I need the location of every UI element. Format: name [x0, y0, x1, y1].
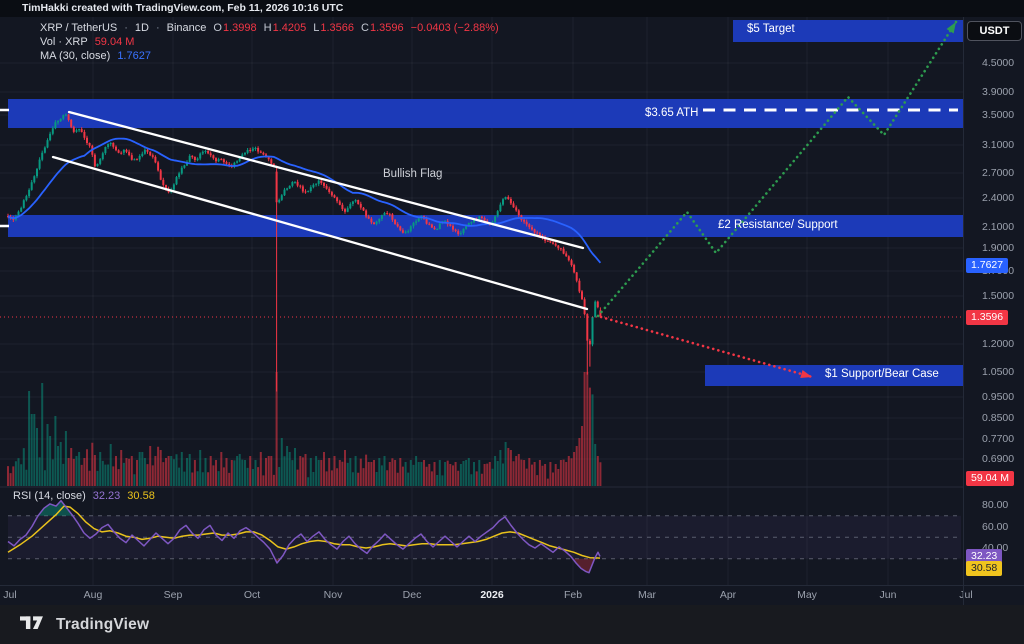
- time-tick: Nov: [323, 589, 343, 601]
- close-pair: C 1.3596: [361, 22, 404, 34]
- price-tick: 3.1000: [982, 139, 1015, 151]
- bullish-projection-line[interactable]: [596, 20, 960, 318]
- open-value: 1.3998: [222, 22, 257, 34]
- separator-dot: ·: [155, 22, 160, 34]
- watermark-header: TimHakki created with TradingView.com, F…: [0, 0, 1024, 17]
- symbol-name[interactable]: XRP / TetherUS: [40, 22, 118, 34]
- exchange-label[interactable]: Binance: [166, 22, 207, 34]
- price-value-label: 30.58: [966, 560, 1003, 576]
- low-value: 1.3566: [320, 22, 355, 34]
- price-tick: 80.00: [982, 499, 1009, 511]
- ma-row: MA (30, close) 1.7627: [40, 49, 499, 63]
- high-value: 1.4205: [272, 22, 307, 34]
- price-axis[interactable]: USDT 4.5000 3.9000 3.5000 3.1000 2.7000 2.400…: [963, 17, 1024, 605]
- target-box[interactable]: [733, 20, 963, 42]
- tradingview-logo[interactable]: [20, 615, 47, 634]
- header-title: TimHakki created with TradingView.com, F…: [22, 2, 344, 14]
- time-tick: Oct: [243, 589, 261, 601]
- time-tick: Jul: [3, 589, 17, 601]
- price-tick: 3.9000: [982, 86, 1015, 98]
- ath-band[interactable]: [8, 99, 963, 128]
- bear-box[interactable]: [705, 365, 963, 386]
- time-tick: Apr: [719, 589, 737, 601]
- channel-trendlines[interactable]: [51, 110, 589, 311]
- high-pair: H 1.4205: [263, 22, 307, 34]
- chart-svg: [0, 17, 963, 585]
- price-tick: 0.6900: [982, 453, 1015, 465]
- price-tick: 0.7700: [982, 433, 1015, 445]
- price-chart-canvas[interactable]: [0, 17, 963, 585]
- bearish-projection-line[interactable]: [599, 315, 814, 381]
- separator-dot: ·: [124, 22, 128, 34]
- price-tick: 1.9000: [982, 242, 1015, 254]
- price-tick: 1.0500: [982, 366, 1015, 378]
- price-tick: 1.5000: [982, 290, 1015, 302]
- rsi-overbought-fill: [38, 500, 73, 516]
- price-value-label: 1.7627: [966, 257, 1009, 273]
- interval-label[interactable]: 1D: [134, 22, 149, 34]
- ma-label[interactable]: MA (30, close): [40, 50, 111, 62]
- price-tick: 2.7000: [982, 167, 1015, 179]
- rsi-oversold-fill: [274, 558, 595, 573]
- rsi-value: 32.23: [92, 490, 121, 502]
- time-axis[interactable]: Jul Aug Sep Oct Nov Dec 2026 Feb Mar Apr May Jun Jul: [0, 585, 1024, 605]
- price-value-label: 32.23: [966, 548, 1003, 564]
- rsi-ma-line: [7, 505, 601, 559]
- close-value: 1.3596: [369, 22, 404, 34]
- resistance-band[interactable]: [8, 215, 963, 237]
- rsi-line: [7, 499, 601, 574]
- price-tick: 2.4000: [982, 192, 1015, 204]
- bullish-flag-label[interactable]: Bullish Flag: [383, 168, 443, 180]
- resistance-band-label[interactable]: £2 Resistance/ Support: [718, 219, 838, 231]
- ma-line: [7, 137, 602, 264]
- ath-band-label[interactable]: $3.65 ATH: [645, 107, 699, 119]
- low-pair: L 1.3566: [313, 22, 355, 34]
- price-tick: 0.8500: [982, 412, 1015, 424]
- time-tick: Jun: [879, 589, 897, 601]
- currency-toggle-button[interactable]: USDT: [967, 21, 1022, 41]
- time-tick: Sep: [163, 589, 183, 601]
- brand-name[interactable]: TradingView: [56, 615, 150, 633]
- price-tick: 0.9500: [982, 391, 1015, 403]
- time-tick: Mar: [637, 589, 657, 601]
- price-tick: 60.00: [982, 521, 1009, 533]
- footer-bar: TradingView: [0, 605, 1024, 644]
- time-tick: Aug: [83, 589, 103, 601]
- time-tick: Feb: [563, 589, 583, 601]
- change-value: −0.0403 (−2.88%): [410, 22, 499, 34]
- volume-value: 59.04 M: [94, 36, 135, 48]
- time-tick: Jul: [959, 589, 973, 601]
- open-pair: O 1.3998: [213, 22, 257, 34]
- rsi-title[interactable]: RSI (14, close): [13, 490, 86, 502]
- time-tick: May: [797, 589, 817, 601]
- price-value-label: 59.04 M: [966, 470, 1014, 486]
- time-tick: 2026: [480, 589, 504, 601]
- price-tick: 4.5000: [982, 57, 1015, 69]
- bear-box-label[interactable]: $1 Support/Bear Case: [825, 368, 939, 380]
- price-value-label: 1.3596: [966, 309, 1009, 325]
- rsi-legend: RSI (14, close) 32.23 30.58: [13, 490, 155, 502]
- ma-value: 1.7627: [117, 50, 151, 62]
- volume-row: Vol · XRP 59.04 M: [40, 35, 499, 49]
- target-box-label[interactable]: $5 Target: [747, 23, 795, 35]
- price-tick: 3.5000: [982, 109, 1015, 121]
- candlestick-series: [7, 113, 602, 392]
- price-tick: 1.2000: [982, 338, 1015, 350]
- volume-series: [7, 372, 602, 486]
- rsi-ma-value: 30.58: [127, 490, 155, 502]
- price-tick: 2.1000: [982, 221, 1015, 233]
- time-tick: Dec: [402, 589, 422, 601]
- volume-label[interactable]: Vol · XRP: [40, 36, 88, 48]
